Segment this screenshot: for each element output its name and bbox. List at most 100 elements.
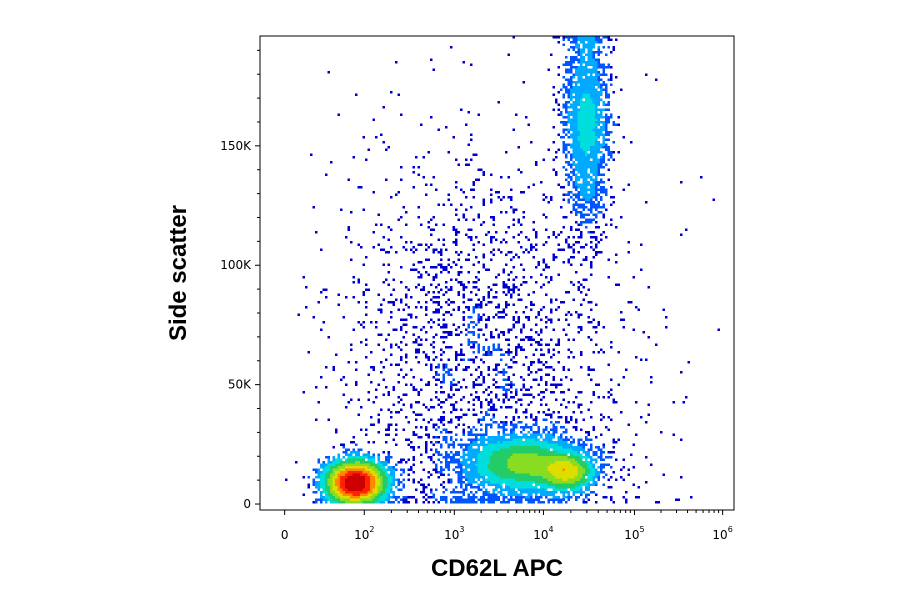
data-point xyxy=(585,163,588,166)
data-point xyxy=(432,301,435,304)
data-point xyxy=(437,251,440,254)
data-point xyxy=(427,246,430,249)
data-point xyxy=(570,96,573,99)
data-point xyxy=(507,453,510,456)
data-point xyxy=(595,461,598,464)
data-point xyxy=(427,221,430,224)
data-point xyxy=(457,461,460,464)
data-point xyxy=(492,446,495,449)
data-point xyxy=(515,393,518,396)
data-point xyxy=(540,308,543,311)
data-point xyxy=(435,223,438,226)
data-point xyxy=(547,68,550,71)
data-point xyxy=(350,258,353,261)
data-point xyxy=(597,78,600,81)
data-point xyxy=(535,463,538,466)
data-point xyxy=(532,446,535,449)
data-point xyxy=(505,483,508,486)
data-point xyxy=(550,473,553,476)
data-point xyxy=(482,381,485,384)
data-point xyxy=(532,453,535,456)
data-point xyxy=(400,166,403,169)
data-point xyxy=(530,328,533,331)
data-point xyxy=(402,206,405,209)
data-point xyxy=(515,483,518,486)
data-point xyxy=(422,266,425,269)
data-point xyxy=(530,428,533,431)
data-point xyxy=(477,313,480,316)
data-point xyxy=(597,158,600,161)
data-point xyxy=(552,496,555,499)
data-point xyxy=(572,283,575,286)
data-point xyxy=(390,228,393,231)
data-point xyxy=(350,493,353,496)
data-point xyxy=(462,488,465,491)
data-point xyxy=(595,173,598,176)
data-point xyxy=(370,483,373,486)
data-point xyxy=(612,46,615,49)
data-point xyxy=(607,158,610,161)
data-point xyxy=(572,493,575,496)
data-point xyxy=(462,423,465,426)
data-point xyxy=(472,386,475,389)
data-point xyxy=(592,113,595,116)
data-point xyxy=(577,66,580,69)
data-point xyxy=(592,468,595,471)
data-point xyxy=(455,333,458,336)
data-point xyxy=(575,86,578,89)
data-point xyxy=(617,351,620,354)
data-point xyxy=(527,438,530,441)
data-point xyxy=(535,416,538,419)
data-point xyxy=(647,336,650,339)
data-point xyxy=(497,273,500,276)
data-point xyxy=(557,473,560,476)
data-point xyxy=(595,116,598,119)
data-point xyxy=(560,433,563,436)
data-point xyxy=(427,151,430,154)
data-point xyxy=(487,443,490,446)
data-point xyxy=(567,111,570,114)
data-point xyxy=(462,413,465,416)
data-point xyxy=(445,126,448,129)
data-point xyxy=(580,98,583,101)
data-point xyxy=(547,348,550,351)
data-point xyxy=(345,458,348,461)
data-point xyxy=(520,346,523,349)
data-point xyxy=(632,466,635,469)
data-point xyxy=(597,101,600,104)
data-point xyxy=(407,496,410,499)
data-point xyxy=(447,271,450,274)
data-point xyxy=(492,216,495,219)
data-point xyxy=(480,423,483,426)
data-point xyxy=(500,421,503,424)
data-point xyxy=(342,501,345,504)
data-point xyxy=(572,101,575,104)
data-point xyxy=(372,458,375,461)
data-point xyxy=(372,463,375,466)
data-point xyxy=(352,486,355,489)
data-point xyxy=(492,253,495,256)
data-point xyxy=(567,323,570,326)
data-point xyxy=(610,186,613,189)
data-point xyxy=(580,123,583,126)
data-point xyxy=(525,461,528,464)
data-point xyxy=(602,181,605,184)
data-point xyxy=(495,363,498,366)
data-point xyxy=(585,88,588,91)
data-point xyxy=(595,473,598,476)
data-point xyxy=(497,423,500,426)
data-point xyxy=(375,326,378,329)
data-point xyxy=(470,321,473,324)
data-point xyxy=(557,411,560,414)
data-point xyxy=(372,471,375,474)
data-point xyxy=(550,428,553,431)
data-point xyxy=(595,213,598,216)
data-point xyxy=(487,493,490,496)
data-point xyxy=(555,343,558,346)
data-point xyxy=(512,443,515,446)
data-point xyxy=(505,293,508,296)
data-point xyxy=(477,488,480,491)
data-point xyxy=(562,443,565,446)
data-point xyxy=(377,471,380,474)
